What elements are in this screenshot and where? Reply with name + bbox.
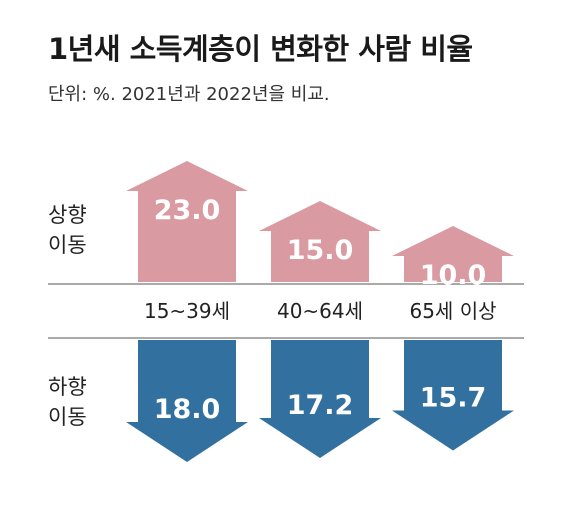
upward-mobility-label: 상향 이동 bbox=[48, 203, 87, 257]
up-arrow-2 bbox=[259, 201, 381, 282]
down-arrow-3 bbox=[392, 340, 514, 451]
down-arrow-1 bbox=[126, 340, 248, 462]
up-value-label-2: 15.0 bbox=[287, 235, 354, 266]
up-arrow-3 bbox=[392, 226, 514, 282]
down-value-label-2: 17.2 bbox=[287, 390, 354, 421]
up-value-label-3: 10.0 bbox=[420, 260, 487, 291]
chart-subtitle: 단위: %. 2021년과 2022년을 비교. bbox=[48, 84, 330, 105]
down-value-label-1: 18.0 bbox=[154, 394, 221, 425]
down-value-label-3: 15.7 bbox=[420, 383, 487, 414]
category-label-1: 15~39세 bbox=[144, 299, 230, 323]
up-value-label-1: 23.0 bbox=[154, 195, 221, 226]
down-arrow-2 bbox=[259, 340, 381, 458]
downward-mobility-label: 하향 이동 bbox=[48, 375, 87, 429]
category-label-3: 65세 이상 bbox=[409, 299, 496, 323]
category-label-2: 40~64세 bbox=[277, 299, 363, 323]
up-arrow-1 bbox=[126, 161, 248, 282]
chart-title: 1년새 소득계층이 변화한 사람 비율 bbox=[48, 32, 473, 66]
